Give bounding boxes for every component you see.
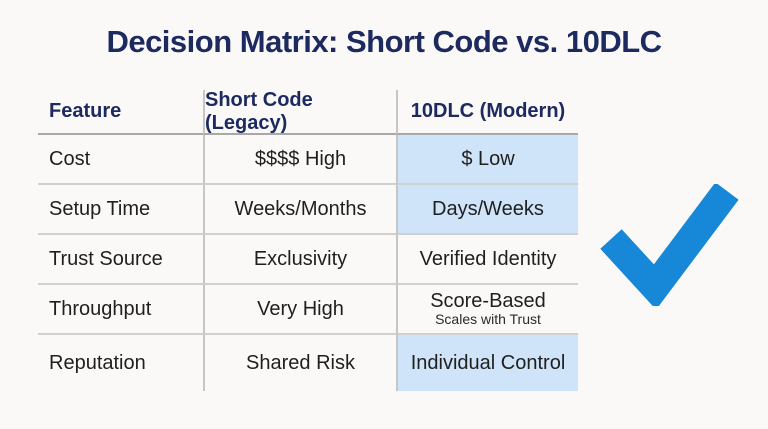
cell-shortcode-setup-time: Weeks/Months <box>203 185 396 235</box>
decision-matrix-table: Feature Short Code (Legacy) 10DLC (Moder… <box>38 89 578 391</box>
score-based-main-label: Score-Based <box>430 290 546 313</box>
cell-feature-throughput: Throughput <box>38 285 203 335</box>
cell-shortcode-reputation: Shared Risk <box>203 335 396 391</box>
cell-feature-trust-source: Trust Source <box>38 235 203 285</box>
checkmark-icon <box>600 184 739 306</box>
cell-10dlc-setup-time: Days/Weeks <box>396 185 578 235</box>
cell-shortcode-throughput: Very High <box>203 285 396 335</box>
score-based-stack: Score-Based Scales with Trust <box>430 290 546 327</box>
cell-shortcode-trust-source: Exclusivity <box>203 235 396 285</box>
cell-10dlc-throughput: Score-Based Scales with Trust <box>396 285 578 335</box>
header-short-code: Short Code (Legacy) <box>203 89 396 135</box>
header-feature: Feature <box>38 90 203 135</box>
cell-feature-setup-time: Setup Time <box>38 185 203 235</box>
cell-feature-reputation: Reputation <box>49 351 146 374</box>
score-based-sub-label: Scales with Trust <box>435 311 541 328</box>
cell-10dlc-reputation: Individual Control <box>396 335 578 391</box>
cell-10dlc-trust-source: Verified Identity <box>396 235 578 285</box>
cell-feature-cost: Cost <box>38 135 203 185</box>
cell-shortcode-cost: $$$$ High <box>203 135 396 185</box>
page-title: Decision Matrix: Short Code vs. 10DLC <box>106 24 662 59</box>
header-10dlc: 10DLC (Modern) <box>396 90 578 135</box>
cell-10dlc-cost: $ Low <box>396 135 578 185</box>
